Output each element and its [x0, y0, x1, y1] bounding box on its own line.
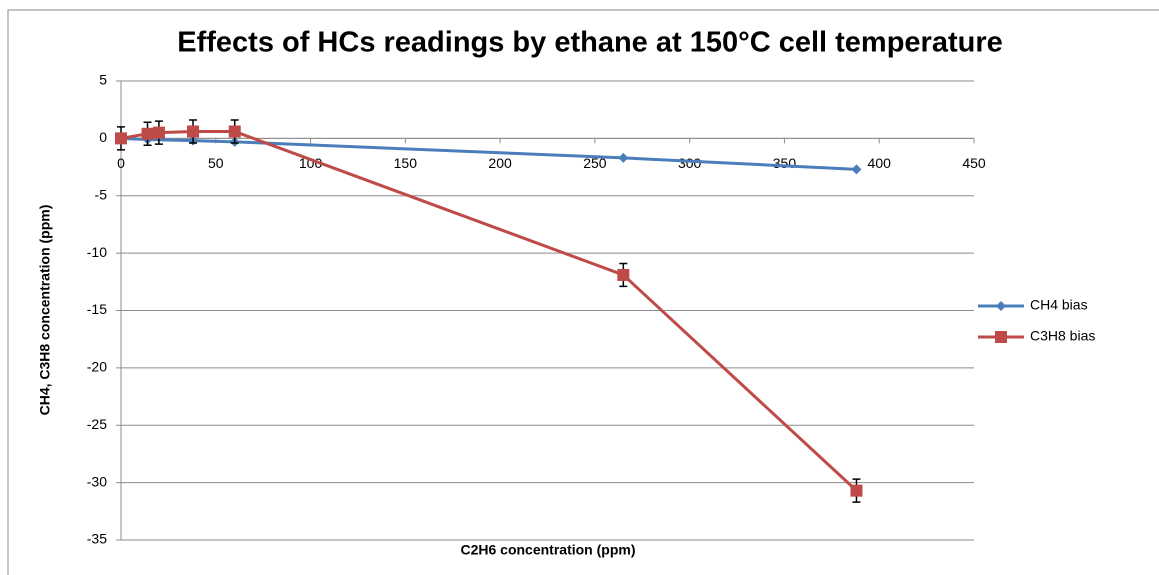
y-tick-label: -30 — [87, 473, 107, 489]
data-point — [152, 126, 165, 139]
y-tick-label: 5 — [99, 72, 107, 88]
data-point — [851, 164, 862, 175]
x-tick-label: 50 — [208, 155, 224, 171]
x-tick-label: 350 — [773, 155, 797, 171]
y-tick-label: 0 — [99, 129, 107, 145]
x-tick-label: 250 — [583, 155, 607, 171]
y-tick-label: -35 — [87, 531, 107, 547]
chart-border — [7, 9, 1159, 575]
data-point — [115, 132, 127, 145]
data-point — [618, 152, 629, 163]
x-tick-label: 300 — [678, 155, 702, 171]
data-point — [617, 268, 630, 281]
series-line — [120, 129, 858, 492]
data-point — [228, 125, 241, 138]
x-tick-label: 0 — [117, 155, 125, 171]
y-tick-label: -5 — [95, 186, 108, 202]
y-tick-label: -25 — [87, 416, 107, 432]
y-tick-label: -10 — [87, 244, 107, 260]
x-tick-label: 400 — [868, 155, 892, 171]
x-tick-label: 150 — [394, 155, 418, 171]
x-axis-label: C2H6 concentration (ppm) — [460, 542, 635, 558]
chart-title: Effects of HCs readings by ethane at 150… — [177, 27, 1002, 59]
legend-label: C3H8 bias — [1030, 328, 1095, 344]
x-tick-label: 450 — [962, 155, 986, 171]
data-point — [850, 484, 863, 497]
legend-marker — [996, 301, 1006, 311]
x-tick-label: 200 — [488, 155, 512, 171]
x-tick-label: 100 — [299, 155, 323, 171]
data-point — [187, 125, 200, 138]
legend-marker — [995, 331, 1007, 343]
legend-label: CH4 bias — [1030, 297, 1088, 313]
y-tick-label: -15 — [87, 301, 107, 317]
data-point — [141, 127, 154, 140]
y-axis-label: CH4, C3H8 concentration (ppm) — [37, 205, 53, 416]
y-tick-label: -20 — [87, 359, 107, 375]
